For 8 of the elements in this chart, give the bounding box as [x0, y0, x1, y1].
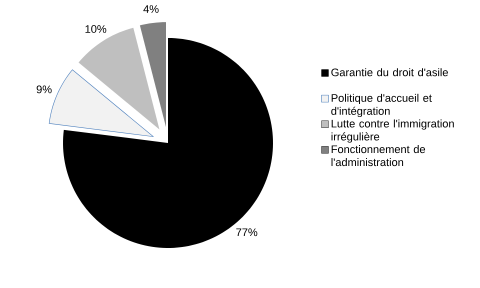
legend-label: Garantie du droit d'asile — [331, 68, 448, 76]
legend-label: Fonctionnement de l'administration — [332, 145, 426, 166]
data-label: 9% — [36, 85, 52, 94]
legend-label: Lutte contre l'immigration irrégulière — [332, 119, 454, 143]
data-label: 10% — [85, 25, 106, 33]
data-label: 4% — [143, 5, 159, 13]
legend-label: Politique d'accueil et d'intégration — [331, 94, 432, 118]
data-label: 77% — [236, 228, 258, 236]
